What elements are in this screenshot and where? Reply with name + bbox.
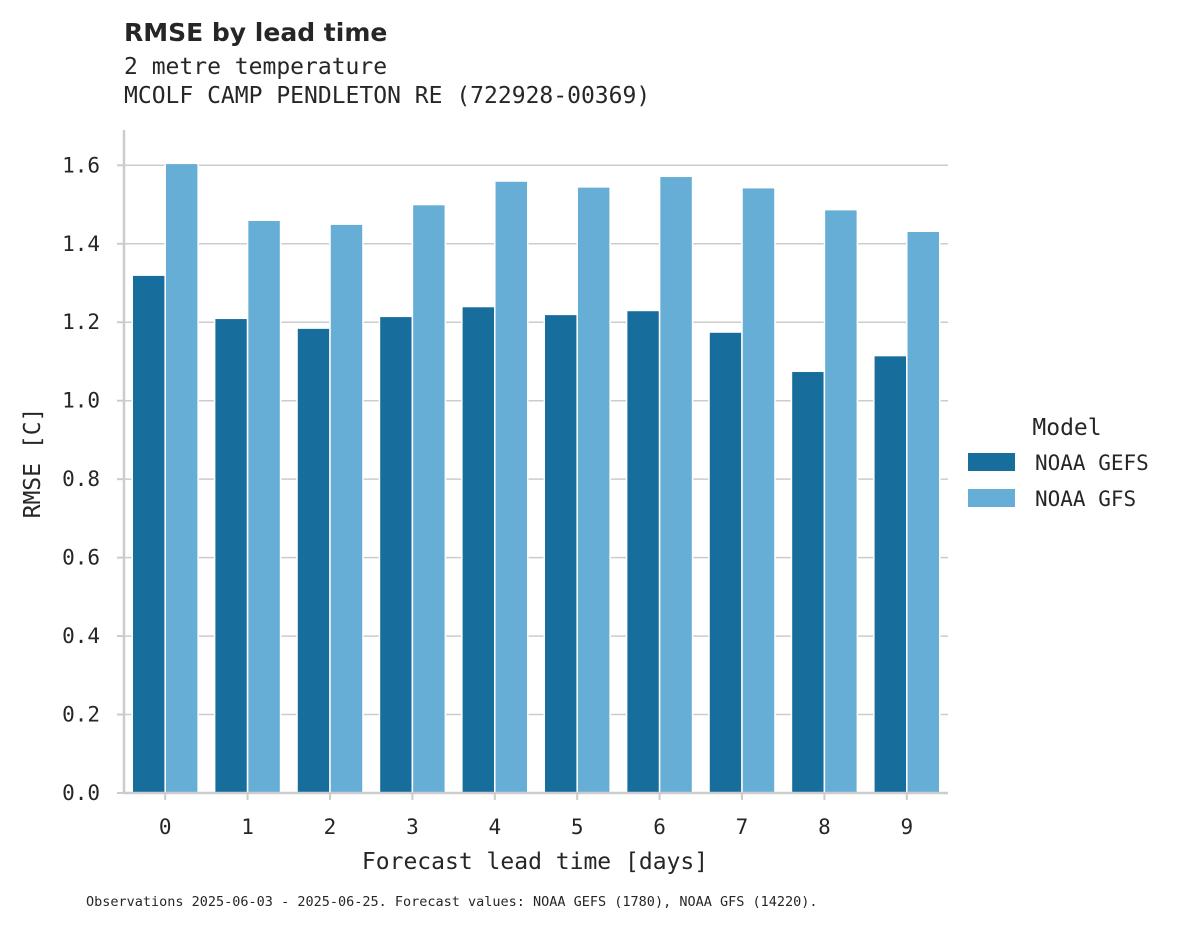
bar-noaa-gfs-day-4	[494, 180, 529, 794]
axes	[122, 130, 948, 795]
bar-noaa-gefs-day-1	[213, 317, 249, 794]
bar-noaa-gfs-day-1	[246, 219, 282, 794]
y-axis-label: RMSE [C]	[20, 408, 46, 519]
x-tick-label: 1	[241, 815, 254, 839]
bar-noaa-gfs-day-8	[823, 208, 859, 794]
bar-noaa-gfs-day-6	[658, 175, 694, 794]
x-tick-label: 7	[736, 815, 749, 839]
x-tick-label: 4	[488, 815, 501, 839]
y-tick-label: 0.4	[62, 624, 100, 648]
legend-swatch-noaa-gfs	[968, 489, 1015, 507]
legend: Model NOAA GEFS NOAA GFS	[968, 415, 1149, 511]
legend-title: Model	[1032, 415, 1101, 441]
legend-label-noaa-gfs: NOAA GFS	[1035, 487, 1136, 511]
x-tick-label: 5	[571, 815, 584, 839]
y-tick-label: 0.2	[62, 703, 100, 727]
footnote: Observations 2025-06-03 - 2025-06-25. Fo…	[86, 894, 818, 910]
bar-noaa-gefs-day-8	[790, 370, 826, 794]
x-axis-label: Forecast lead time [days]	[362, 849, 708, 875]
bar-noaa-gefs-day-5	[543, 313, 578, 794]
y-tick-label: 1.4	[62, 232, 100, 256]
bar-noaa-gefs-day-2	[296, 327, 331, 794]
bar-noaa-gfs-day-9	[906, 230, 941, 794]
y-tick-label: 1.2	[62, 310, 100, 334]
x-tick-labels: 0 1 2 3 4 5 6 7 8 9	[159, 793, 913, 839]
y-tick-label: 0.0	[62, 781, 100, 805]
bar-noaa-gfs-day-0	[164, 162, 199, 794]
chart-title: RMSE by lead time	[124, 18, 387, 47]
x-tick-label: 2	[324, 815, 337, 839]
y-tick-label: 1.6	[62, 153, 100, 177]
x-tick-label: 0	[159, 815, 172, 839]
x-tick-label: 3	[406, 815, 419, 839]
legend-label-noaa-gefs: NOAA GEFS	[1035, 451, 1149, 475]
x-tick-label: 6	[653, 815, 666, 839]
y-tick-labels: 0.0 0.2 0.4 0.6 0.8 1.0 1.2 1.4 1.6	[62, 153, 124, 805]
bars	[131, 162, 941, 794]
bar-noaa-gefs-day-6	[625, 309, 661, 794]
legend-items: NOAA GEFS NOAA GFS	[968, 451, 1149, 511]
x-tick-label: 8	[818, 815, 831, 839]
bar-noaa-gefs-day-9	[873, 354, 908, 794]
chart-subtitle-variable: 2 metre temperature	[124, 54, 387, 80]
y-tick-label: 0.8	[62, 467, 100, 491]
legend-swatch-noaa-gefs	[968, 453, 1015, 471]
bar-noaa-gefs-day-7	[708, 331, 743, 794]
bar-noaa-gfs-day-7	[741, 186, 776, 794]
bar-noaa-gefs-day-3	[378, 315, 414, 794]
x-tick-label: 9	[900, 815, 913, 839]
bar-noaa-gfs-day-5	[576, 186, 611, 794]
bar-noaa-gefs-day-0	[131, 274, 166, 794]
bar-noaa-gefs-day-4	[461, 305, 496, 794]
chart-subtitle-station: MCOLF CAMP PENDLETON RE (722928-00369)	[124, 83, 650, 109]
y-tick-label: 1.0	[62, 389, 100, 413]
bar-noaa-gfs-day-3	[411, 203, 447, 794]
bar-noaa-gfs-day-2	[329, 223, 364, 794]
y-tick-label: 0.6	[62, 546, 100, 570]
